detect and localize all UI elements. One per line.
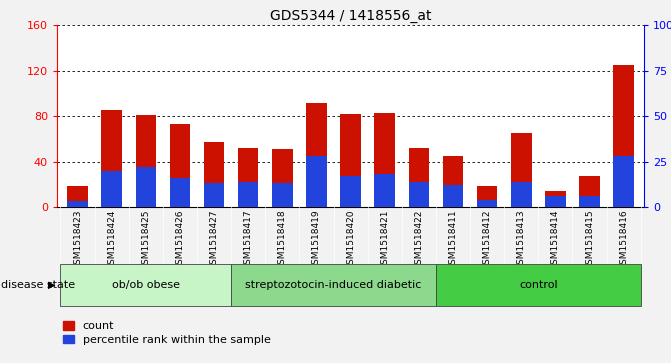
Bar	[67, 201, 88, 207]
Text: GSM1518423: GSM1518423	[73, 210, 82, 270]
Text: GSM1518417: GSM1518417	[244, 210, 253, 270]
Bar	[443, 185, 463, 207]
Bar	[101, 110, 122, 207]
Bar	[436, 264, 641, 306]
Text: GSM1518426: GSM1518426	[175, 210, 185, 270]
Text: GSM1518421: GSM1518421	[380, 210, 389, 270]
Bar	[443, 156, 463, 207]
Bar	[67, 187, 88, 207]
Text: GSM1518416: GSM1518416	[619, 210, 628, 270]
Bar	[101, 171, 122, 207]
Text: control: control	[519, 280, 558, 290]
Bar	[579, 176, 600, 207]
Bar	[477, 200, 497, 207]
Bar	[374, 113, 395, 207]
Bar	[374, 174, 395, 207]
Text: GSM1518427: GSM1518427	[209, 210, 219, 270]
Bar	[511, 133, 531, 207]
Bar	[272, 183, 293, 207]
Text: GSM1518424: GSM1518424	[107, 210, 116, 270]
Text: ob/ob obese: ob/ob obese	[112, 280, 180, 290]
Legend: count, percentile rank within the sample: count, percentile rank within the sample	[62, 321, 270, 345]
Bar	[613, 156, 634, 207]
Text: GSM1518422: GSM1518422	[415, 210, 423, 270]
Bar	[238, 182, 258, 207]
Text: GSM1518419: GSM1518419	[312, 210, 321, 270]
Bar	[409, 148, 429, 207]
Text: disease state: disease state	[1, 280, 75, 290]
Bar	[238, 148, 258, 207]
Bar	[204, 183, 224, 207]
Bar	[545, 191, 566, 207]
Bar	[60, 264, 231, 306]
Bar	[272, 149, 293, 207]
Bar	[136, 115, 156, 207]
Bar	[511, 182, 531, 207]
Bar	[613, 65, 634, 207]
Text: GSM1518418: GSM1518418	[278, 210, 287, 270]
Text: GSM1518414: GSM1518414	[551, 210, 560, 270]
Bar	[136, 167, 156, 207]
Text: GSM1518415: GSM1518415	[585, 210, 594, 270]
Bar	[340, 114, 361, 207]
Text: GSM1518425: GSM1518425	[142, 210, 150, 270]
Bar	[579, 196, 600, 207]
Text: GSM1518413: GSM1518413	[517, 210, 526, 270]
Text: GSM1518420: GSM1518420	[346, 210, 355, 270]
Bar	[231, 264, 436, 306]
Bar	[306, 156, 327, 207]
Bar	[170, 124, 190, 207]
Bar	[477, 187, 497, 207]
Bar	[409, 182, 429, 207]
Bar	[204, 142, 224, 207]
Text: streptozotocin-induced diabetic: streptozotocin-induced diabetic	[246, 280, 421, 290]
Bar	[340, 176, 361, 207]
Text: ▶: ▶	[48, 280, 55, 290]
Bar	[545, 196, 566, 207]
Bar	[306, 102, 327, 207]
Text: GSM1518412: GSM1518412	[482, 210, 492, 270]
Title: GDS5344 / 1418556_at: GDS5344 / 1418556_at	[270, 9, 431, 23]
Text: GSM1518411: GSM1518411	[448, 210, 458, 270]
Bar	[170, 178, 190, 207]
